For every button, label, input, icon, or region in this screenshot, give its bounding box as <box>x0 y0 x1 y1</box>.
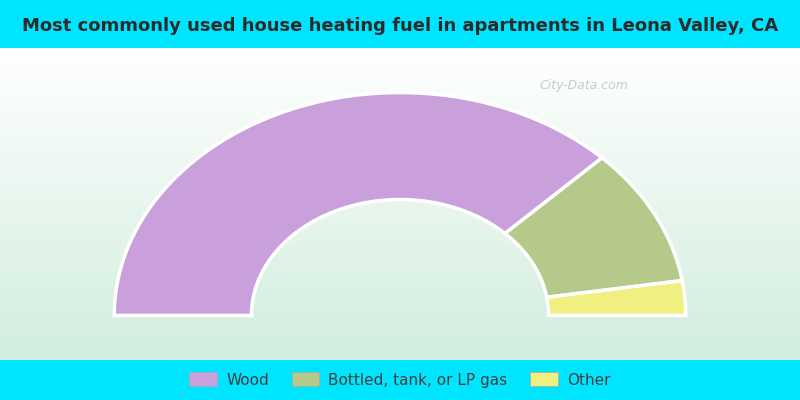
Text: City-Data.com: City-Data.com <box>539 79 629 92</box>
Legend: Wood, Bottled, tank, or LP gas, Other: Wood, Bottled, tank, or LP gas, Other <box>190 372 610 388</box>
Polygon shape <box>505 158 682 297</box>
Text: Most commonly used house heating fuel in apartments in Leona Valley, CA: Most commonly used house heating fuel in… <box>22 17 778 35</box>
Polygon shape <box>114 92 602 316</box>
Polygon shape <box>546 280 686 316</box>
